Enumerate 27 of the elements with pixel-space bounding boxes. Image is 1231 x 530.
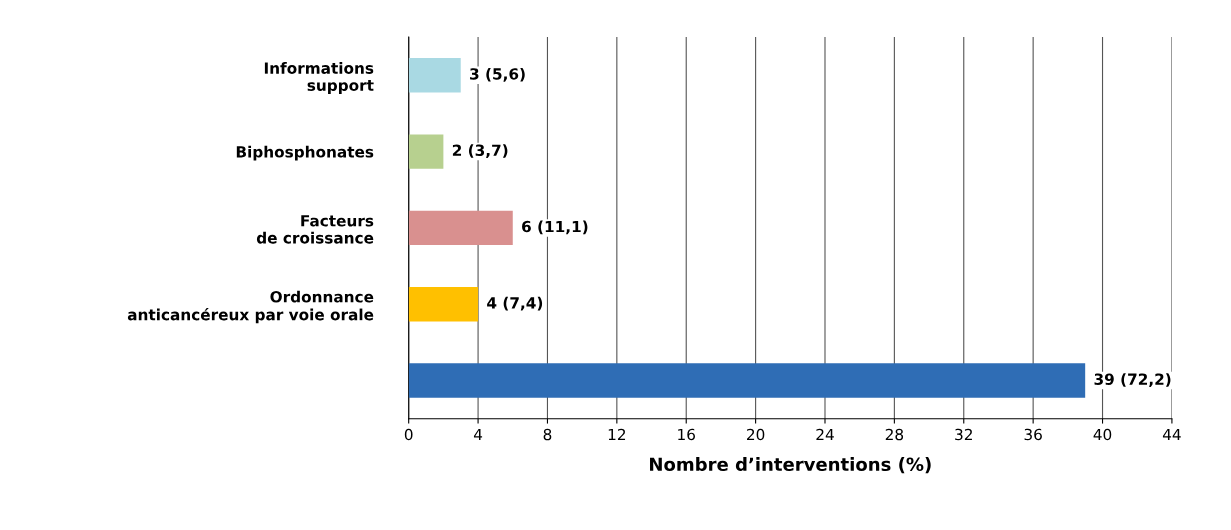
- y-tick-label: Biphosphonates: [236, 145, 374, 161]
- x-tick-label: 28: [885, 428, 904, 441]
- x-tick-label: 40: [1093, 428, 1112, 441]
- data-label: 6 (11,1): [522, 220, 588, 235]
- y-tick-label: Facteurs de croissance: [256, 215, 374, 244]
- x-tick-label: 8: [543, 428, 552, 441]
- x-axis-title: Nombre d’interventions (%): [650, 457, 931, 474]
- x-tick-label: 12: [608, 428, 626, 441]
- x-tick-label: 20: [747, 428, 765, 441]
- data-label: 4 (7,4): [487, 296, 543, 311]
- bar: [408, 287, 479, 322]
- x-tick-label: 0: [404, 428, 413, 441]
- y-tick-label: Ordonnance anticancéreux par voie orale: [127, 290, 374, 324]
- data-label: 3 (5,6): [470, 67, 525, 82]
- x-tick-label: 16: [678, 428, 695, 441]
- bar: [408, 134, 444, 169]
- x-tick-label: 24: [816, 428, 834, 441]
- bar: [408, 210, 513, 246]
- x-tick-label: 36: [1024, 428, 1042, 441]
- data-label: 2 (3,7): [452, 144, 508, 158]
- bar: [408, 58, 461, 93]
- x-tick-label: 32: [955, 428, 972, 441]
- y-tick-label: Informations support: [264, 62, 374, 94]
- x-tick-label: 44: [1162, 428, 1181, 441]
- bar: [408, 363, 1086, 398]
- data-label: 39 (72,2): [1094, 373, 1171, 387]
- x-tick-label: 4: [473, 428, 483, 441]
